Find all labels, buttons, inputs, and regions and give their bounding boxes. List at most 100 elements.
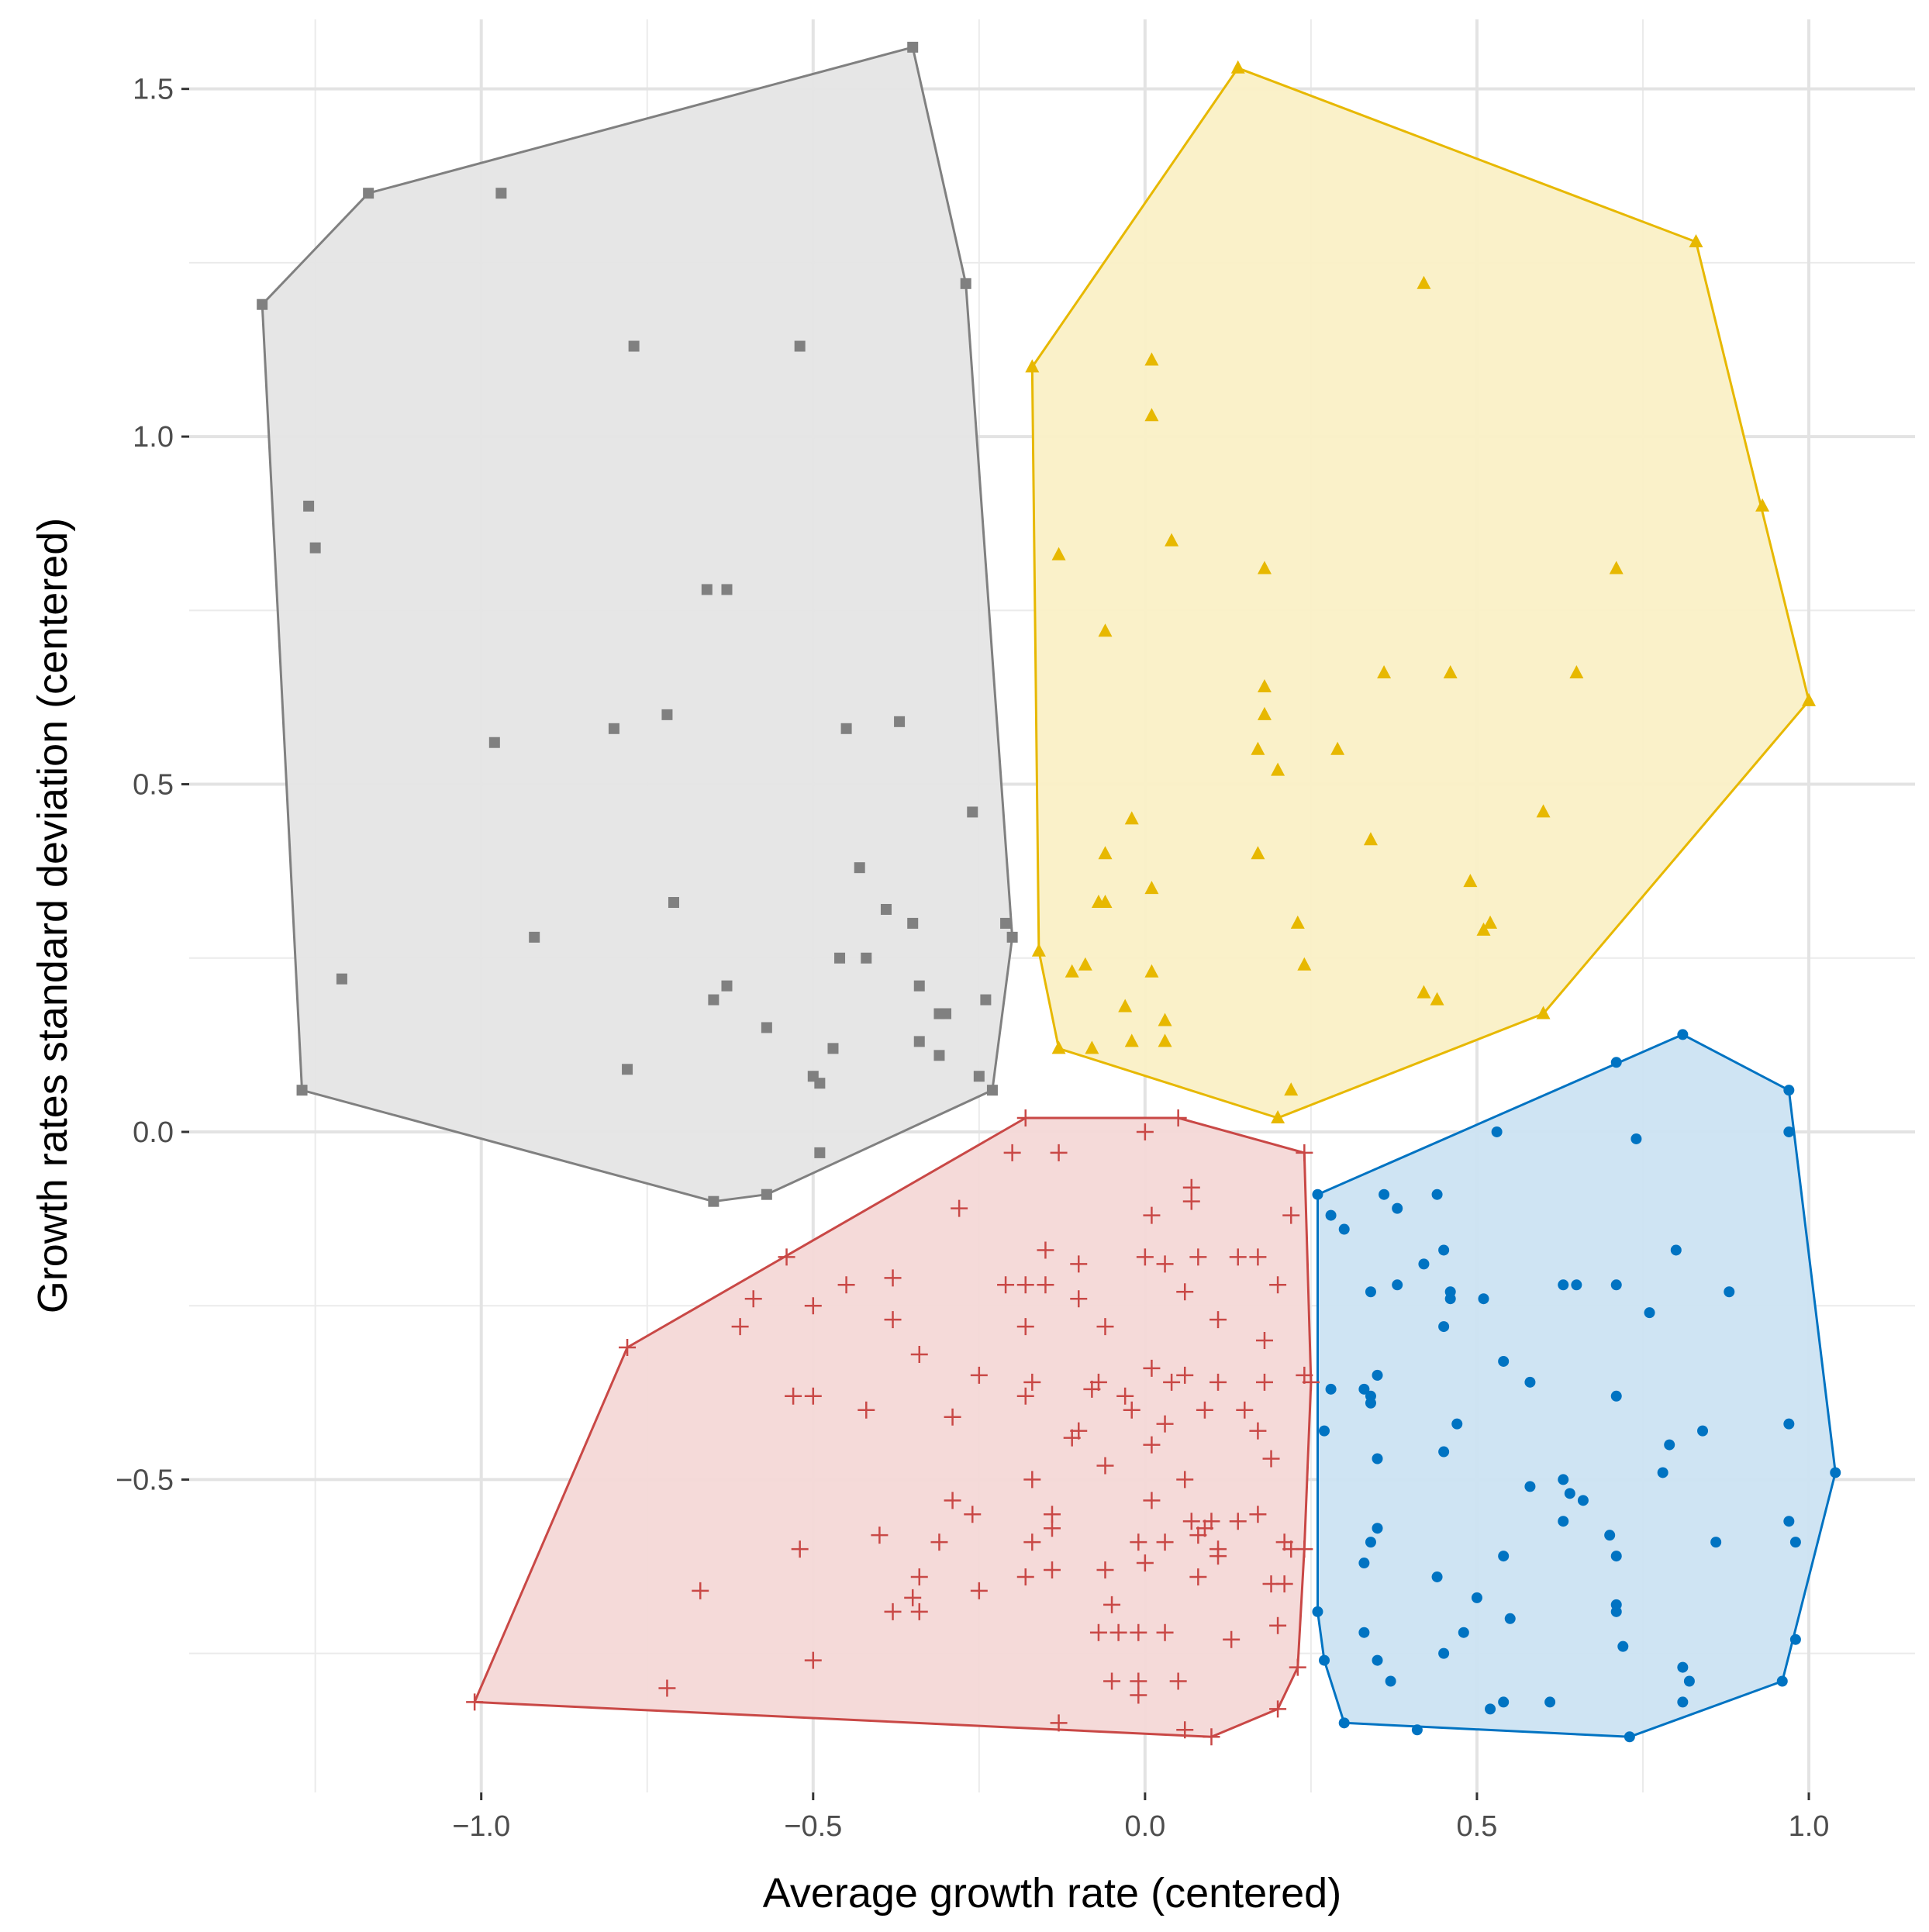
point-blue [1319,1654,1330,1666]
point-red [1023,1534,1041,1551]
series-yellow [1025,60,1817,1124]
point-yellow [1569,665,1584,679]
point-yellow [1124,1033,1139,1047]
point-red [1050,1714,1068,1732]
point-yellow [1065,964,1079,978]
point-red [1130,1623,1147,1641]
point-yellow [1536,1006,1551,1019]
point-blue [1544,1696,1556,1708]
point-blue [1498,1551,1510,1562]
point-blue [1372,1523,1383,1534]
point-red [791,1540,809,1558]
point-blue [1372,1453,1383,1465]
point-yellow [1251,846,1265,860]
point-red [1196,1520,1213,1537]
point-red [997,1276,1015,1294]
point-blue [1610,1606,1622,1617]
point-blue [1697,1425,1709,1437]
point-blue [1444,1293,1456,1305]
point-blue [1438,1244,1450,1256]
point-red [1203,1728,1220,1746]
point-red [930,1534,948,1551]
point-blue [1504,1613,1516,1624]
point-blue [1438,1446,1450,1458]
point-red [910,1345,928,1363]
point-gray [861,952,872,964]
point-red [1262,1450,1280,1468]
point-red [910,1568,928,1585]
point-gray [628,340,640,352]
point-red [884,1311,902,1329]
y-tick-label: 0.5 [133,769,174,802]
point-blue [1438,1647,1450,1659]
point-red [466,1693,484,1711]
point-gray [840,723,852,734]
point-blue [1624,1731,1635,1743]
point-blue [1524,1481,1536,1492]
point-gray [814,1147,826,1158]
point-gray [257,298,268,310]
point-red [778,1248,795,1266]
point-gray [529,931,540,943]
point-red [1136,1554,1154,1572]
point-red [1156,1415,1174,1433]
point-red [1269,1616,1287,1634]
point-gray [708,994,719,1006]
point-red [884,1603,902,1620]
point-blue [1577,1495,1589,1506]
point-red [692,1582,709,1599]
point-yellow [1165,533,1179,547]
point-blue [1431,1189,1443,1200]
point-gray [913,1036,925,1047]
point-blue [1451,1418,1463,1430]
point-red [1156,1255,1174,1273]
point-red [1275,1575,1293,1592]
point-blue [1789,1537,1801,1548]
point-yellow [1144,408,1159,422]
point-blue [1478,1293,1489,1305]
point-red [1016,1318,1034,1336]
point-gray [495,188,507,199]
point-red [1229,1248,1247,1266]
point-yellow [1755,498,1770,512]
x-tick-label: 0.0 [1124,1810,1165,1843]
point-yellow [1257,561,1272,574]
y-tick-label: 0.0 [133,1116,174,1149]
point-blue [1319,1425,1330,1437]
point-yellow [1483,915,1498,929]
point-blue [1418,1258,1430,1270]
point-red [1136,1123,1154,1140]
point-blue [1338,1717,1350,1729]
point-gray [907,917,919,929]
point-blue [1312,1606,1323,1617]
x-tick-label: −1.0 [452,1810,510,1843]
point-gray [1000,917,1012,929]
point-blue [1710,1537,1722,1548]
point-red [1169,1672,1187,1690]
point-red [1176,1283,1194,1301]
point-blue [1358,1627,1370,1638]
point-blue [1365,1397,1376,1409]
point-red [731,1318,749,1336]
point-blue [1471,1592,1482,1603]
point-red [1269,1700,1287,1718]
point-red [1236,1401,1254,1419]
point-red [804,1651,822,1669]
point-red [837,1276,855,1294]
point-blue [1458,1627,1469,1638]
point-blue [1372,1369,1383,1381]
point-red [1296,1366,1313,1384]
point-yellow [1443,665,1458,679]
point-blue [1365,1286,1376,1298]
point-blue [1677,1696,1689,1708]
point-red [1289,1658,1306,1676]
point-blue [1564,1488,1575,1499]
x-tick-label: 0.5 [1457,1810,1498,1843]
point-gray [933,1008,945,1019]
point-red [1016,1568,1034,1585]
point-yellow [1144,881,1159,895]
point-yellow [1118,999,1133,1013]
point-red [1163,1373,1181,1391]
point-red [1096,1561,1114,1578]
point-yellow [1098,623,1113,637]
